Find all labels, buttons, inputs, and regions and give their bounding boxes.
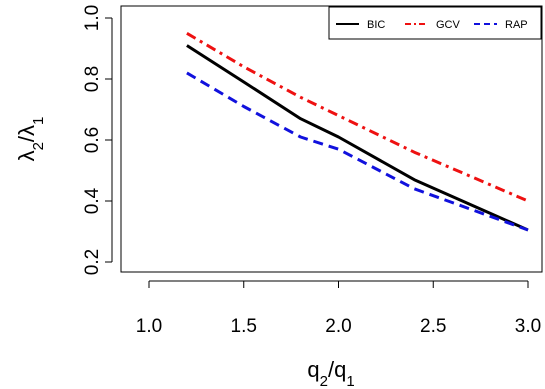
x-axis: 1.0 1.5 2.0 2.5 3.0 (136, 280, 541, 337)
y-title-base2: λ (14, 125, 39, 136)
plot-frame (120, 5, 543, 273)
x-tick-label: 2.0 (325, 316, 351, 337)
y-tick-label: 0.2 (82, 249, 103, 275)
series-lines (186, 32, 529, 232)
legend-label-bic: BIC (367, 19, 385, 31)
y-tick-label: 1.0 (82, 5, 103, 31)
legend-box (328, 6, 542, 40)
y-tick-label: 0.6 (82, 127, 103, 153)
x-title-sub2: 1 (346, 373, 354, 389)
y-title-sub: 2 (30, 142, 47, 150)
legend-label-rap: RAP (505, 19, 528, 31)
x-title-sub: 2 (320, 373, 328, 389)
y-tick-label: 0.4 (82, 187, 103, 214)
series-line-bic (186, 44, 529, 232)
x-tick-label: 1.0 (136, 316, 162, 337)
series-line-gcv (186, 32, 529, 203)
x-title-base: q (307, 357, 319, 382)
x-tick-label: 1.5 (231, 316, 257, 337)
series-line-rap (186, 71, 529, 232)
x-tick-label: 2.5 (420, 316, 446, 337)
y-title-base: λ (14, 150, 39, 161)
y-axis: 0.2 0.4 0.6 0.8 1.0 (82, 5, 113, 275)
x-title-sep: / (328, 357, 335, 382)
legend-items: BIC GCV RAP (336, 19, 528, 31)
x-title-base2: q (334, 357, 346, 382)
legend-label-gcv: GCV (436, 19, 461, 31)
y-title-sub2: 1 (30, 117, 47, 125)
x-tick-label: 3.0 (515, 316, 541, 337)
x-axis-title: q2/q1 (307, 357, 354, 389)
legend: BIC GCV RAP (328, 6, 542, 40)
y-axis-title: λ2/λ1 (14, 117, 47, 162)
y-title-sep: / (14, 135, 39, 142)
y-tick-label: 0.8 (82, 66, 103, 92)
